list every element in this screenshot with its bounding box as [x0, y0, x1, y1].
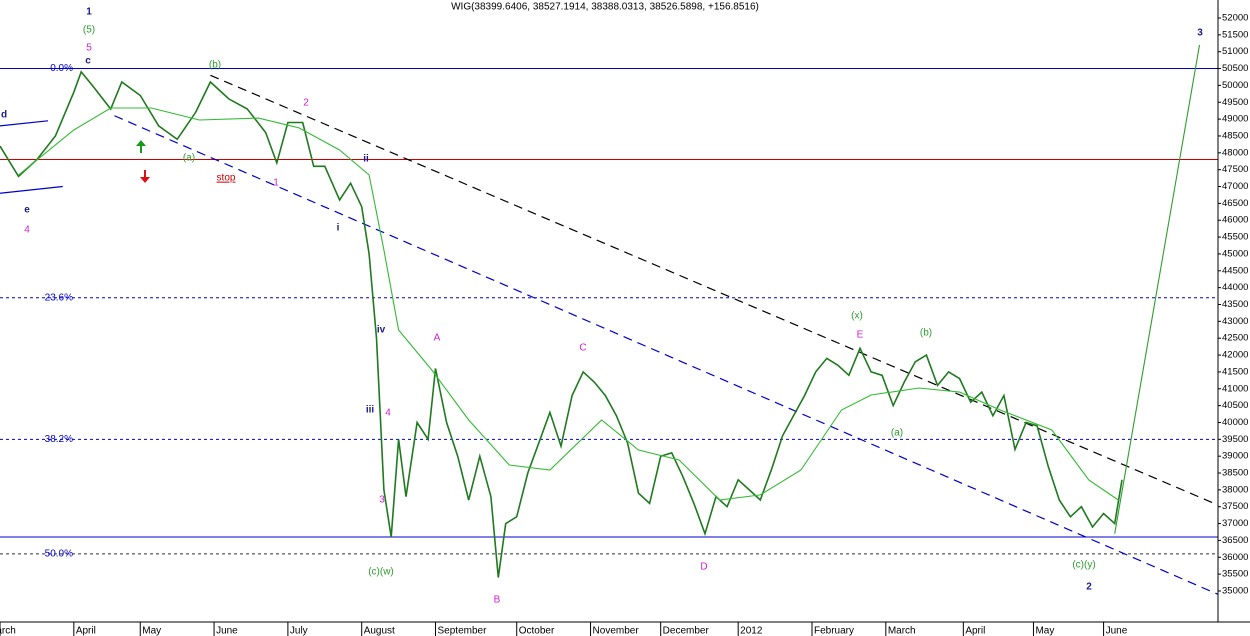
x-tick-label: October — [519, 626, 555, 636]
level-label: 38.2% — [45, 434, 73, 445]
wave-label: stop — [217, 173, 236, 184]
series-line — [0, 70, 1123, 578]
x-tick-label: June — [1106, 626, 1128, 636]
wave-label: i — [337, 223, 340, 234]
wave-label: (a) — [183, 153, 195, 164]
wave-label: (x) — [851, 311, 863, 322]
wave-label: 1 — [86, 7, 92, 18]
y-tick-label: 51500 — [1222, 29, 1248, 40]
y-tick-label: 48500 — [1222, 130, 1248, 141]
wave-label: c — [85, 56, 91, 67]
wave-label: C — [579, 343, 586, 354]
y-tick-label: 39500 — [1222, 434, 1248, 445]
chart-title: WIG(38399.6406, 38527.1914, 38388.0313, … — [451, 2, 759, 13]
series-line — [1114, 44, 1201, 534]
x-tick-label: March — [888, 626, 916, 636]
wave-label: A — [434, 333, 441, 344]
y-tick-label: 44000 — [1222, 282, 1248, 293]
y-tick-label: 46500 — [1222, 198, 1248, 209]
wave-label: D — [700, 562, 707, 573]
wave-label: (c)(w) — [368, 567, 394, 578]
wave-label: 2 — [303, 98, 309, 109]
y-tick-label: 43500 — [1222, 299, 1248, 310]
axis-panel — [1218, 0, 1250, 636]
trend-line — [210, 74, 1219, 506]
level-label: 0.0% — [50, 63, 73, 74]
y-tick-label: 45500 — [1222, 232, 1248, 243]
y-tick-label: 41500 — [1222, 366, 1248, 377]
wave-label: (c)(y) — [1072, 560, 1095, 571]
y-tick-label: 47000 — [1222, 181, 1248, 192]
level-label: 23.6% — [45, 292, 73, 303]
y-tick-label: 35000 — [1222, 586, 1248, 597]
x-tick-label: July — [290, 626, 308, 636]
y-tick-label: 52000 — [1222, 13, 1248, 24]
y-tick-label: 39000 — [1222, 451, 1248, 462]
wave-label: 3 — [379, 495, 385, 506]
series-line — [18, 107, 1119, 501]
x-tick-label: May — [142, 626, 161, 636]
trend-line — [114, 115, 1219, 595]
y-tick-label: 49000 — [1222, 114, 1248, 125]
wave-label: 4 — [385, 408, 391, 419]
y-tick-label: 50000 — [1222, 80, 1248, 91]
x-tick-label: 2012 — [740, 626, 763, 636]
y-tick-label: 43000 — [1222, 316, 1248, 327]
wave-label: 1 — [273, 178, 279, 189]
wave-label: B — [494, 595, 501, 606]
y-tick-label: 38500 — [1222, 468, 1248, 479]
sell-arrow — [140, 170, 150, 183]
wave-label: e — [24, 205, 30, 216]
y-tick-label: 36000 — [1222, 552, 1248, 563]
wave-label: iii — [366, 405, 375, 416]
y-tick-label: 42000 — [1222, 350, 1248, 361]
x-tick-label: August — [364, 626, 395, 636]
x-tick-label: June — [216, 626, 238, 636]
y-tick-label: 45000 — [1222, 248, 1248, 259]
y-tick-label: 47500 — [1222, 164, 1248, 175]
wave-label: (b) — [209, 60, 221, 71]
x-tick-label: December — [663, 626, 710, 636]
y-tick-label: 41000 — [1222, 383, 1248, 394]
wave-label: (b) — [920, 328, 932, 339]
trend-line — [0, 185, 63, 194]
x-tick-label: September — [438, 626, 488, 636]
x-tick-label: November — [593, 626, 640, 636]
x-tick-label: March — [0, 626, 16, 636]
y-tick-label: 46000 — [1222, 215, 1248, 226]
wave-label: 4 — [24, 225, 30, 236]
x-tick-label: April — [76, 626, 96, 636]
y-tick-label: 38000 — [1222, 484, 1248, 495]
y-tick-label: 37000 — [1222, 518, 1248, 529]
x-tick-label: April — [965, 626, 985, 636]
y-tick-label: 35500 — [1222, 569, 1248, 580]
y-tick-label: 40000 — [1222, 417, 1248, 428]
trend-line — [0, 120, 49, 127]
y-tick-label: 36500 — [1222, 535, 1248, 546]
wave-label: 3 — [1197, 28, 1203, 39]
x-tick-label: May — [1035, 626, 1054, 636]
wave-label: ii — [363, 154, 369, 165]
buy-arrow — [136, 140, 146, 153]
wave-label: (a) — [891, 428, 903, 439]
y-tick-label: 42500 — [1222, 333, 1248, 344]
wave-label: E — [857, 330, 864, 341]
y-tick-label: 48000 — [1222, 147, 1248, 158]
y-tick-label: 51000 — [1222, 46, 1248, 57]
x-tick-label: February — [814, 626, 854, 636]
y-tick-label: 40500 — [1222, 400, 1248, 411]
wave-label: (5) — [83, 25, 95, 36]
wave-label: iv — [377, 325, 386, 336]
y-tick-label: 49500 — [1222, 97, 1248, 108]
wave-label: 2 — [1086, 582, 1092, 593]
level-label: 50.0% — [45, 549, 73, 560]
y-tick-label: 50500 — [1222, 63, 1248, 74]
wave-label: 5 — [86, 43, 92, 54]
y-tick-label: 44500 — [1222, 265, 1248, 276]
y-tick-label: 37500 — [1222, 501, 1248, 512]
wave-label: d — [1, 110, 7, 121]
